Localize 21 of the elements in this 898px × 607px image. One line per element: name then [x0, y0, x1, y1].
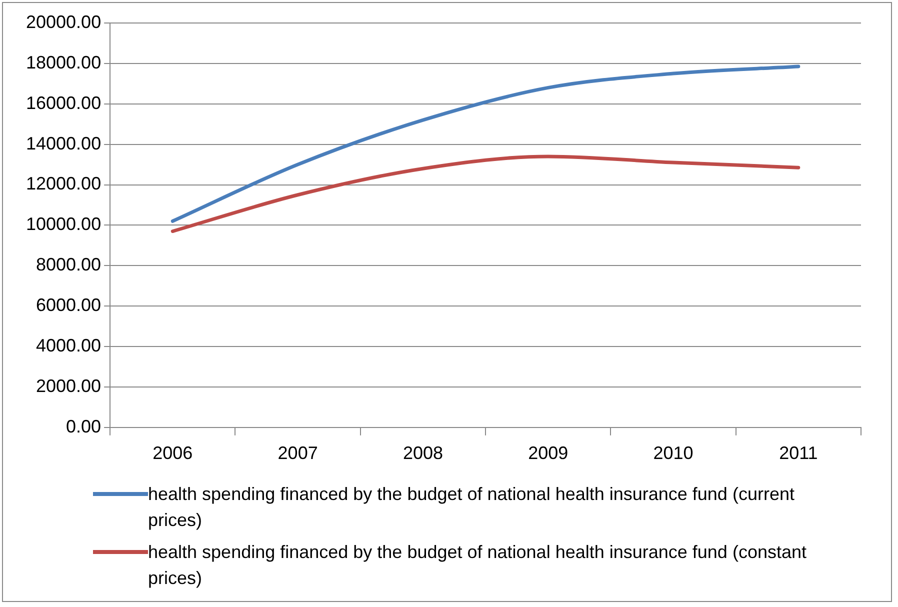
y-tick-label: 10000.00	[26, 214, 102, 234]
x-tick-label: 2006	[152, 443, 193, 464]
y-tick-label: 16000.00	[26, 92, 102, 113]
y-tick-label: 8000.00	[36, 254, 102, 275]
legend-label: health spending financed by the budget of national health insurance fund (current prices)	[148, 483, 796, 532]
x-tick-label: 2011	[779, 443, 818, 464]
line-series	[170, 64, 800, 223]
legend-label: health spending financed by the budget of national health insurance fund (constant prices)	[148, 541, 808, 590]
y-tick-label: 2000.00	[36, 376, 102, 396]
x-tick-label: 2007	[278, 443, 318, 464]
y-tick-label: 12000.00	[26, 174, 102, 194]
x-tick-label: 2010	[653, 443, 694, 464]
x-tick-label: 2008	[402, 443, 443, 464]
x-tick-label: 2009	[528, 443, 568, 464]
y-tick-label: 6000.00	[36, 295, 102, 316]
y-tick-label: 0.00	[66, 416, 102, 436]
line-series	[170, 154, 800, 234]
y-tick-label: 14000.00	[26, 133, 102, 154]
y-tick-label: 4000.00	[36, 335, 102, 356]
y-tick-label: 20000.00	[26, 12, 102, 32]
y-tick-label: 18000.00	[26, 52, 102, 72]
